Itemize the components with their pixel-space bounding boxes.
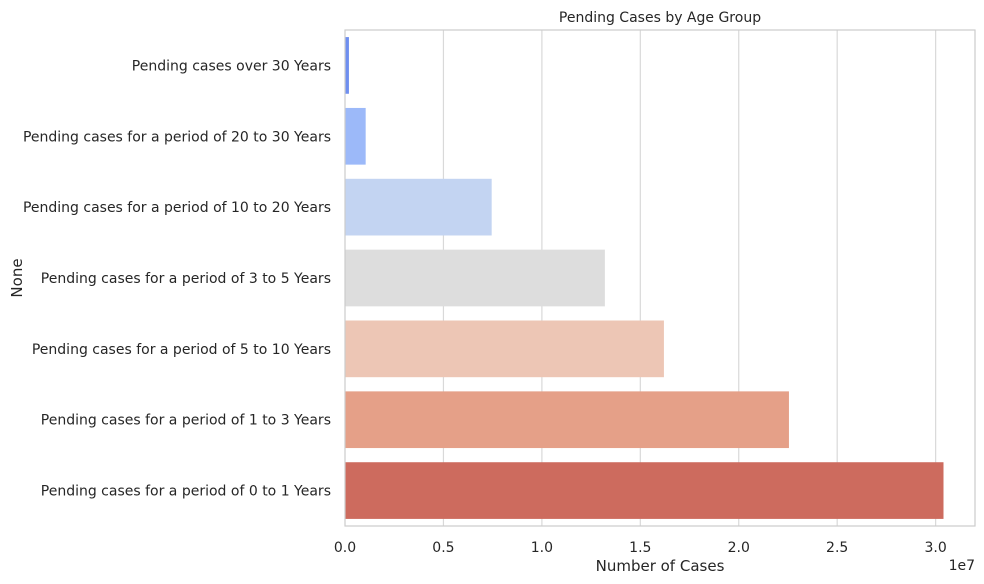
bar [345, 178, 492, 236]
x-tick-label: 2.5 [826, 540, 848, 556]
plot-frame [344, 29, 976, 527]
y-tick-label: Pending cases for a period of 3 to 5 Yea… [41, 271, 331, 287]
bar [345, 320, 664, 378]
y-tick-label: Pending cases for a period of 1 to 3 Yea… [41, 413, 331, 429]
x-axis-offset-label: 1e7 [949, 558, 975, 574]
chart-title: Pending Cases by Age Group [559, 10, 761, 26]
bar [345, 391, 789, 449]
y-tick-label: Pending cases for a period of 20 to 30 Y… [23, 129, 331, 145]
bar [345, 107, 366, 165]
bars [345, 37, 944, 519]
x-axis-label: Number of Cases [596, 557, 725, 575]
x-tick-label: 0.0 [334, 540, 356, 556]
y-tick-label: Pending cases for a period of 0 to 1 Yea… [41, 484, 331, 500]
bar [345, 462, 944, 519]
bar [345, 37, 349, 94]
y-tick-label: Pending cases for a period of 5 to 10 Ye… [32, 342, 331, 358]
bar [345, 249, 605, 307]
x-tick-label: 2.0 [728, 540, 750, 556]
y-axis-ticks: Pending cases over 30 Years Pending cases… [23, 58, 331, 499]
y-tick-label: Pending cases over 30 Years [132, 58, 331, 74]
x-axis-ticks: 0.0 0.5 1.0 1.5 2.0 2.5 3.0 [334, 540, 947, 556]
y-axis-label: None [8, 258, 26, 297]
x-tick-label: 1.5 [629, 540, 651, 556]
y-tick-label: Pending cases for a period of 10 to 20 Y… [23, 200, 331, 216]
x-tick-label: 1.0 [531, 540, 553, 556]
x-tick-label: 3.0 [924, 540, 946, 556]
x-tick-label: 0.5 [432, 540, 454, 556]
